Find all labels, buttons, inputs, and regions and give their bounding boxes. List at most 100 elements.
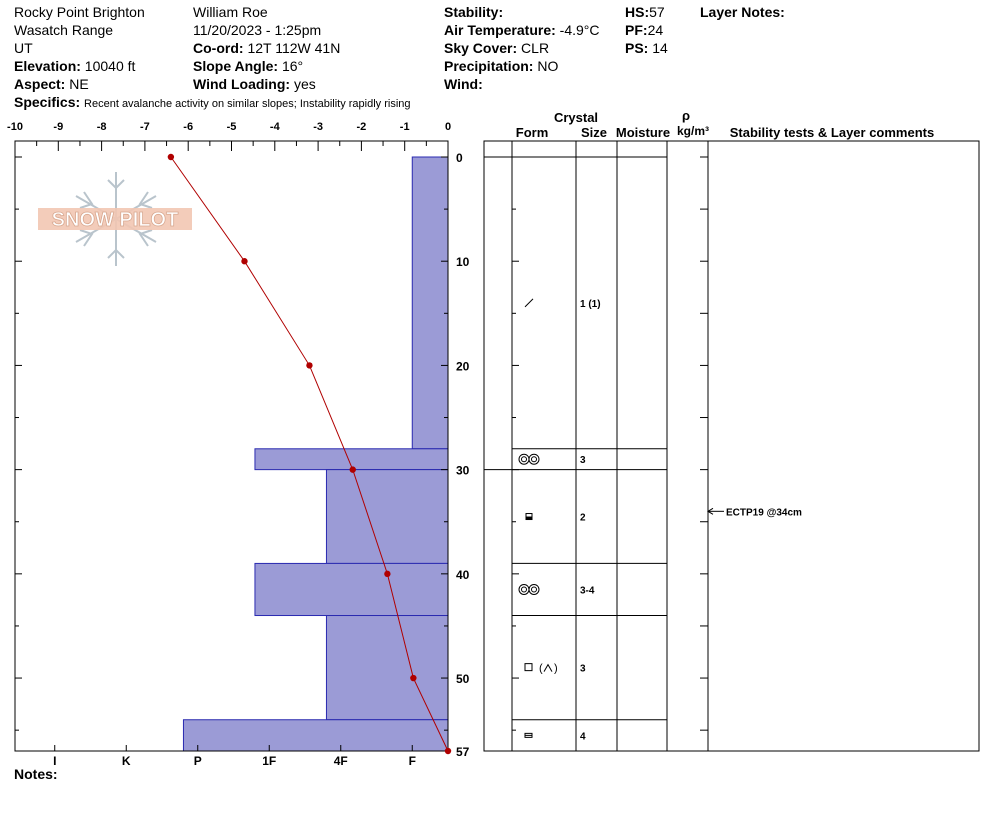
depth-tick-label: 30 bbox=[456, 464, 470, 478]
depth-tick-label: 50 bbox=[456, 672, 470, 686]
air-temp-row: Air Temperature: -4.9°C bbox=[444, 22, 600, 39]
ring-outer bbox=[518, 583, 530, 595]
temp-tick-label: 0 bbox=[445, 121, 451, 133]
table-frame bbox=[483, 140, 980, 752]
mountain-range: Wasatch Range bbox=[14, 22, 114, 38]
location: Rocky Point Brighton bbox=[14, 4, 145, 20]
temp-tick-label: -4 bbox=[270, 121, 281, 133]
ps-row: PS: 14 bbox=[625, 40, 668, 57]
hardness-tick-label: F bbox=[409, 754, 416, 768]
precip-value: NO bbox=[537, 58, 559, 74]
elevation-value: 10040 ft bbox=[84, 58, 136, 74]
square-fill bbox=[526, 516, 532, 520]
temp-tick-label: -2 bbox=[357, 121, 367, 133]
decomposing-icon bbox=[524, 298, 534, 308]
observer: William Roe bbox=[193, 4, 268, 20]
surface-hoar-icon bbox=[518, 583, 540, 595]
temperature-point bbox=[410, 674, 417, 682]
state: UT bbox=[14, 40, 33, 56]
temp-tick-label: -3 bbox=[313, 121, 323, 133]
temp-tick-label: -1 bbox=[400, 121, 410, 133]
wind-loading-label: Wind Loading: bbox=[193, 76, 291, 92]
temperature-point bbox=[241, 258, 248, 265]
sky-label: Sky Cover: bbox=[444, 40, 518, 56]
temperature-point bbox=[384, 570, 391, 578]
hs-value: 57 bbox=[649, 4, 665, 20]
layer-size: 2 bbox=[580, 513, 586, 524]
pf-label: PF: bbox=[625, 22, 648, 38]
temp-tick-label: -9 bbox=[53, 121, 63, 133]
hardness-tick-label: 4F bbox=[334, 754, 348, 768]
aspect-value: NE bbox=[69, 76, 89, 92]
pf-value: 24 bbox=[647, 22, 664, 38]
ring-inner bbox=[531, 456, 537, 463]
hardness-tick-label: P bbox=[194, 754, 202, 768]
specifics-label: Specifics: bbox=[14, 94, 81, 110]
wind-label: Wind: bbox=[444, 76, 483, 92]
layer-size: 3 bbox=[580, 455, 586, 466]
slope-label: Slope Angle: bbox=[193, 58, 279, 74]
ring-outer bbox=[528, 453, 540, 465]
aspect-row: Aspect: NE bbox=[14, 76, 89, 93]
hs-row: HS:57 bbox=[625, 4, 665, 21]
notes-label: Notes: bbox=[14, 766, 58, 782]
paren-open: ( bbox=[539, 663, 543, 675]
layer-notes-label: Layer Notes: bbox=[700, 4, 785, 20]
ring-inner bbox=[521, 586, 527, 593]
precip-row: Precipitation: NO bbox=[444, 58, 558, 75]
precip-label: Precipitation: bbox=[444, 58, 534, 74]
slope-value: 16° bbox=[281, 58, 304, 74]
temperature-point bbox=[306, 362, 313, 369]
elevation-row: Elevation: 10040 ft bbox=[14, 58, 135, 75]
depth-tick-label: 10 bbox=[456, 255, 470, 269]
comments-header: Stability tests & Layer comments bbox=[730, 125, 934, 140]
layer-size: 1 (1) bbox=[580, 299, 601, 310]
layer-table: 1 (1) 3 2 3-4 3 () 4 ECTP19 @34cm bbox=[483, 140, 980, 752]
elevation-label: Elevation: bbox=[14, 58, 81, 74]
depth-tick-label: 57 bbox=[456, 745, 470, 759]
square-mark bbox=[524, 663, 533, 672]
depth-tick-label: 20 bbox=[456, 359, 470, 373]
caret-mark bbox=[543, 663, 553, 672]
temperature-point bbox=[349, 466, 356, 473]
coord-value: 12T 112W 41N bbox=[247, 40, 341, 56]
temp-tick-label: -8 bbox=[97, 121, 107, 133]
specifics-value: Recent avalanche activity on similar slo… bbox=[84, 98, 411, 110]
temp-tick-label: -6 bbox=[183, 121, 193, 133]
sky-value: CLR bbox=[521, 40, 550, 56]
ring-inner bbox=[531, 586, 537, 593]
stability-arrow-head bbox=[707, 507, 714, 515]
depth-tick-label: 40 bbox=[456, 568, 470, 582]
stability-label: Stability: bbox=[444, 4, 504, 20]
hardness-bar-3 bbox=[254, 562, 449, 617]
air-temp-value: -4.9°C bbox=[559, 22, 600, 38]
hardness-bar-2 bbox=[325, 469, 449, 564]
stability-test-label: ECTP19 @34cm bbox=[726, 507, 802, 518]
hardness-bar-0 bbox=[411, 156, 449, 450]
slash-mark bbox=[524, 298, 534, 308]
temperature-point bbox=[444, 747, 452, 755]
specifics-row: Specifics: Recent avalanche activity on … bbox=[14, 94, 411, 113]
layer-size: 4 bbox=[580, 731, 586, 742]
wind-loading-row: Wind Loading: yes bbox=[193, 76, 316, 93]
slope-row: Slope Angle: 16° bbox=[193, 58, 303, 75]
form-header: Form bbox=[516, 125, 549, 140]
layer-size: 3-4 bbox=[580, 585, 595, 596]
aspect-label: Aspect: bbox=[14, 76, 66, 92]
faceted-depth-hoar-icon: () bbox=[524, 663, 558, 675]
rho-header: ρ bbox=[682, 108, 690, 123]
hardness-tick-label: I bbox=[53, 754, 56, 768]
datetime: 11/20/2023 - 1:25pm bbox=[193, 22, 322, 38]
coord-row: Co-ord: 12T 112W 41N bbox=[193, 40, 340, 57]
density-unit-header: kg/m³ bbox=[677, 124, 709, 138]
crystal-header: Crystal bbox=[554, 110, 598, 125]
snowpilot-logo: SNOW PILOT bbox=[38, 172, 192, 266]
hardness-tick-label: K bbox=[122, 754, 131, 768]
temperature-point bbox=[167, 153, 175, 161]
ps-value: 14 bbox=[652, 40, 668, 56]
ring-inner bbox=[521, 456, 527, 463]
size-header: Size bbox=[581, 125, 607, 140]
hardness-tick-label: 1F bbox=[262, 754, 276, 768]
